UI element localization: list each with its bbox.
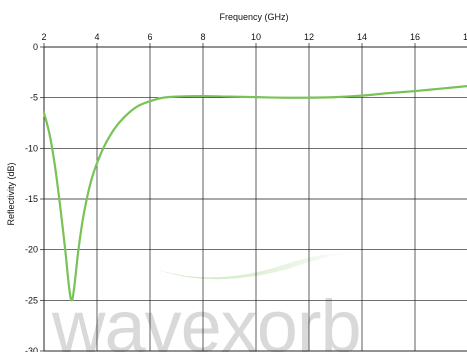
y-tick-label--10: -10 bbox=[25, 143, 38, 153]
x-tick-label-10: 10 bbox=[251, 32, 261, 42]
plot-frame bbox=[43, 46, 467, 352]
y-tick-label--20: -20 bbox=[25, 245, 38, 255]
x-tick-label-8: 8 bbox=[200, 32, 205, 42]
x-tick-label-4: 4 bbox=[94, 32, 99, 42]
series-line-0 bbox=[42, 85, 467, 302]
x-tick-label-18: 18 bbox=[463, 32, 467, 42]
y-tick-label--25: -25 bbox=[25, 295, 38, 305]
tick-labels: 2 4 6 8 10 12 14 16 18 0 -5 -10 -15 -20 -25 -30 bbox=[25, 32, 467, 352]
x-tick-label-14: 14 bbox=[357, 32, 367, 42]
x-tick-label-2: 2 bbox=[41, 32, 46, 42]
x-tick-label-6: 6 bbox=[147, 32, 152, 42]
x-tick-label-16: 16 bbox=[410, 32, 420, 42]
y-tick-label--30: -30 bbox=[25, 346, 38, 352]
watermark-swoosh bbox=[150, 252, 358, 280]
y-tick-label--5: -5 bbox=[30, 93, 38, 103]
y-axis-title: Reflectivity (dB) bbox=[6, 162, 16, 225]
y-tick-label--15: -15 bbox=[25, 194, 38, 204]
y-tick-label-0: 0 bbox=[33, 42, 38, 52]
watermark: wavexorb bbox=[51, 252, 362, 352]
series bbox=[42, 85, 467, 302]
x-tick-label-12: 12 bbox=[304, 32, 314, 42]
x-axis-title: Frequency (GHz) bbox=[219, 12, 288, 22]
watermark-text: wavexorb bbox=[51, 285, 361, 352]
